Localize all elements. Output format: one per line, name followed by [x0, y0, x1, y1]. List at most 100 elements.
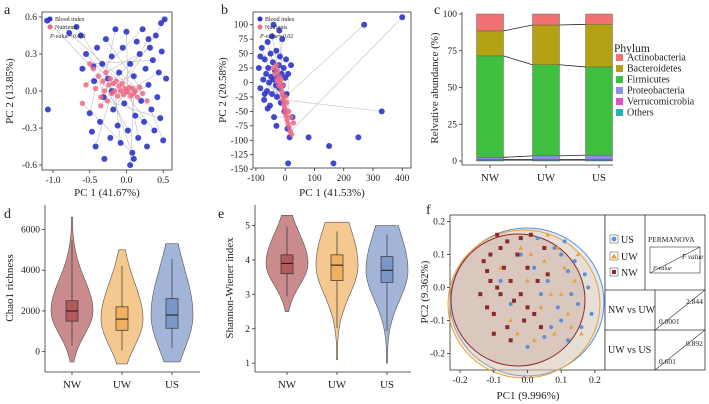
permanova-key-box — [649, 246, 701, 274]
panel-a-point-blood — [99, 60, 106, 67]
panel-a-point-nutrient — [83, 82, 89, 88]
panel-c-legend-label-others: Others — [627, 108, 654, 119]
panel-b-x-ticks: -100 0 100 200 300 400 — [247, 168, 410, 184]
panel-a-point-blood — [149, 57, 156, 64]
panel-f-point-uw — [572, 278, 577, 283]
panel-f-point-nw — [515, 252, 520, 257]
panel-a-connector — [108, 84, 135, 159]
panel-a-point-blood — [79, 65, 86, 72]
panel-b-point-nutrient — [278, 88, 285, 94]
panel-a-point-blood — [123, 28, 130, 35]
panel-a-point-blood — [66, 29, 73, 36]
panel-d-y-tick-label: 4000 — [21, 266, 40, 276]
panel-b-point-nutrient — [270, 65, 277, 71]
panel-a: a -1.0 -0.5 0.0 0.5 -0.6 -0.3 0.0 0.3 0.6 Blood… — [4, 3, 173, 199]
panel-f-point-us — [589, 311, 594, 316]
panel-c-connector — [559, 23, 586, 26]
panel-f-point-us — [525, 344, 530, 349]
panel-c-connector — [503, 55, 533, 66]
permanova-f-label: F value — [681, 253, 703, 261]
panel-f-point-us — [565, 269, 570, 274]
panel-f-point-nw — [481, 259, 486, 264]
panel-a-point-blood — [101, 155, 108, 162]
panel-a-point-blood — [130, 73, 137, 80]
panel-f-point-uw — [545, 232, 550, 237]
panel-f-ellipses — [447, 227, 605, 379]
panel-f-legend-nw: NW — [621, 268, 638, 279]
panel-a-point-nutrient — [106, 82, 112, 88]
panel-e-y-tick-label: 2 — [245, 325, 250, 335]
panel-a-connector — [126, 31, 129, 93]
panel-f-point-us — [518, 252, 523, 257]
panel-e-ylabel: Shannon-Wiener index — [224, 237, 236, 339]
panel-f-y-tick-label: 0.0 — [433, 284, 445, 294]
panel-e-x-tick-label: US — [380, 379, 394, 391]
panel-a-connector — [118, 72, 143, 94]
panel-f-point-us — [572, 259, 577, 264]
panel-b-point-blood — [285, 70, 292, 77]
panel-a-point-blood — [155, 69, 162, 76]
panel-b-y-tick-label: 0 — [243, 78, 248, 88]
panel-b-point-nutrient — [282, 94, 288, 100]
panel-f-point-nw — [488, 278, 493, 283]
permanova-row-2-label: UW vs US — [608, 345, 651, 356]
panel-a-point-blood — [133, 38, 140, 45]
panel-a-connector — [114, 90, 121, 143]
panel-f-point-uw — [565, 311, 571, 316]
panel-f-point-nw — [495, 232, 500, 237]
panel-f-legend-us-marker — [611, 236, 617, 242]
permanova-row-2-f: 0.892 — [686, 339, 703, 348]
panel-e-y-tick-label: 5 — [245, 222, 250, 232]
panel-c-legend-title: Phylum — [614, 43, 650, 55]
panel-a-point-blood — [141, 118, 148, 125]
panel-b-point-blood — [378, 108, 385, 115]
panel-f: f -0.2 -0.1 0.0 0.1 0.2 -0.2 -0.1 0.0 0.1 0.2 PC… — [419, 203, 706, 402]
panel-a-point-blood — [132, 112, 139, 119]
panel-c-legend-label-firmicutes: Firmicutes — [627, 75, 670, 86]
panel-a-point-nutrient — [117, 88, 124, 94]
panel-b-point-blood — [279, 36, 286, 43]
panel-f-point-nw — [501, 265, 506, 270]
panel-d-y-ticks: 0 2000 4000 6000 — [21, 225, 45, 358]
panel-c-y-tick-label: 0 — [452, 157, 457, 167]
panel-d-ylabel: Chao1 richness — [4, 254, 16, 322]
panel-f-x-tick-label: -0.1 — [486, 376, 501, 386]
panel-c-y-ticks: 0 25 50 75 100 — [443, 10, 462, 167]
panel-c-y-tick-label: 100 — [443, 10, 458, 20]
panel-f-point-nw — [505, 325, 510, 330]
panel-f-point-uw — [575, 252, 581, 257]
panel-b-point-blood — [273, 93, 280, 100]
panel-a-point-blood — [142, 65, 149, 72]
panel-f-point-us — [508, 302, 513, 307]
panel-f-x-tick-label: 0.2 — [589, 376, 601, 386]
panel-c-bars — [476, 13, 613, 162]
panel-a-connector — [89, 88, 96, 114]
panel-a-y-tick-label: 0.0 — [25, 87, 37, 97]
panel-b-point-nutrient — [272, 71, 278, 77]
panel-c-bar-nw-actinobacteria — [476, 13, 504, 32]
panel-f-point-uw — [555, 245, 561, 250]
panel-e-violins — [265, 215, 409, 364]
panel-e-box-uw — [330, 254, 344, 281]
panel-c-bar-us-bacteroidetes — [585, 24, 613, 68]
panel-b-legend-nutrients-swatch — [257, 24, 263, 30]
panel-b-point-blood — [263, 70, 270, 77]
panel-b-point-blood — [255, 65, 262, 72]
panel-a-point-nutrient — [125, 89, 131, 95]
panel-a-connector — [120, 19, 165, 92]
panel-a-legend-blood-swatch — [47, 16, 53, 22]
panel-e-y-ticks: 1 2 3 4 5 — [245, 222, 255, 369]
panel-a-point-nutrient — [120, 92, 127, 98]
panel-c-x-tick-label: UW — [537, 172, 556, 184]
panel-b-y-tick-label: 100 — [234, 21, 249, 31]
panel-f-point-us — [569, 292, 574, 297]
panel-b-point-blood — [285, 160, 292, 167]
panel-c-legend-swatch-bacteroidetes — [616, 65, 623, 72]
panel-f-point-nw — [491, 331, 496, 336]
panel-e-y-tick-label: 3 — [245, 290, 250, 300]
panel-b-point-blood — [273, 122, 280, 129]
panel-c-legend-swatch-verrucomicrobia — [616, 98, 623, 105]
panel-e-x-ticks: NW UW US — [278, 372, 394, 391]
panel-a-point-blood — [114, 122, 121, 129]
panel-a-point-nutrient — [136, 84, 143, 90]
